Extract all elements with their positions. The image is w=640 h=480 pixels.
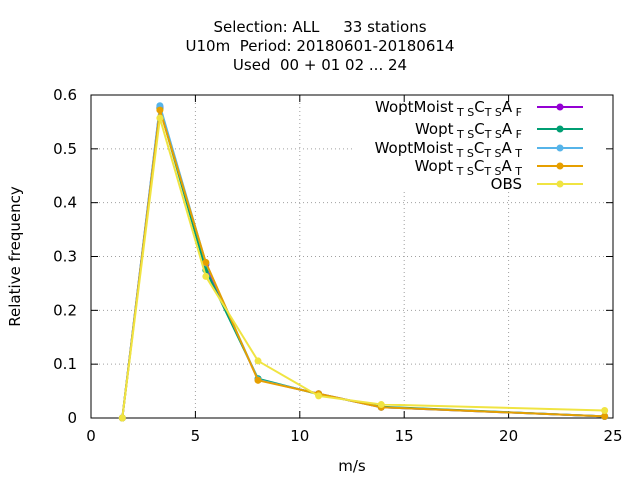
legend-label: OBS — [491, 175, 522, 193]
x-tick-label: 25 — [603, 427, 622, 445]
legend-label-part: A — [502, 98, 513, 116]
data-point — [118, 414, 126, 422]
legend-label: WoptMoist T SCT SA F — [375, 98, 522, 119]
legend-entry: WoptMoist T SCT SA T — [375, 139, 583, 160]
series-layer — [118, 102, 609, 422]
series-4 — [118, 114, 609, 422]
series-1 — [118, 104, 609, 422]
data-point — [202, 272, 210, 280]
y-tick-label: 0.3 — [53, 248, 77, 266]
x-tick-label: 15 — [395, 427, 414, 445]
series-2 — [118, 102, 609, 422]
series-line — [121, 104, 605, 419]
series-3 — [118, 106, 609, 422]
y-tick-label: 0.5 — [53, 140, 77, 158]
y-tick-label: 0.2 — [53, 301, 77, 319]
legend-swatch-point — [556, 125, 564, 133]
y-axis-label: Relative frequency — [6, 186, 24, 327]
legend-swatch-point — [556, 103, 564, 111]
legend-label-part: A — [502, 120, 513, 138]
legend-label: WoptMoist T SCT SA T — [375, 139, 523, 160]
y-tick-label: 0.1 — [53, 355, 77, 373]
legend-label: Wopt T SCT SA T — [415, 157, 523, 178]
legend-label-part: OBS — [491, 175, 522, 193]
chart-title-line-3: Used 00 + 01 02 ... 24 — [232, 56, 408, 74]
data-point — [315, 392, 323, 400]
y-tick-label: 0.4 — [53, 194, 77, 212]
legend-label-part: F — [512, 128, 522, 141]
y-tick-label: 0.6 — [53, 86, 77, 104]
legend-label-part: A — [502, 139, 513, 157]
series-line — [121, 109, 605, 419]
legend-label-part: Wopt — [415, 157, 454, 175]
legend-label-part: Wopt — [415, 120, 454, 138]
chart-title-line-2: U10m Period: 20180601-20180614 — [185, 37, 455, 55]
y-tick-label: 0 — [67, 409, 77, 427]
series-line — [121, 107, 605, 419]
legend-label-part: C — [474, 157, 484, 175]
legend-label-part: T S — [484, 106, 502, 119]
x-tick-label: 0 — [86, 427, 96, 445]
legend-label-part: T S — [483, 147, 501, 160]
legend-label-part: T S — [484, 128, 502, 141]
legend-entry: Wopt T SCT SA T — [415, 157, 583, 178]
legend-label-part: T S — [453, 165, 474, 178]
legend-label-part: WoptMoist — [375, 98, 454, 116]
legend-entry: Wopt T SCT SA F — [415, 120, 583, 141]
legend-entry: OBS — [491, 175, 583, 193]
grid — [91, 95, 613, 418]
legend-label-part: C — [474, 98, 484, 116]
data-point — [254, 357, 262, 365]
legend-swatch-point — [556, 180, 564, 188]
legend-label-part: T S — [454, 128, 475, 141]
legend-label-part: T S — [483, 165, 501, 178]
series-0 — [118, 103, 609, 422]
legend-label-part: WoptMoist — [375, 139, 454, 157]
legend-label-part: T — [512, 147, 522, 160]
data-point — [601, 406, 609, 414]
legend-label-part: A — [502, 157, 513, 175]
legend-label-part: T S — [453, 147, 474, 160]
x-tick-label: 10 — [290, 427, 309, 445]
data-point — [254, 376, 262, 384]
legend-entry: WoptMoist T SCT SA F — [375, 98, 583, 119]
legend-label-part: C — [474, 139, 484, 157]
axis-ticks: 0 5 10 15 20 25 0 0.1 0.2 0.3 0.4 0.5 0.6 — [53, 86, 622, 445]
legend-label: Wopt T SCT SA F — [415, 120, 522, 141]
data-point — [377, 401, 385, 409]
data-point — [156, 106, 164, 114]
series-line — [121, 105, 605, 419]
legend-swatch-point — [556, 162, 564, 170]
x-axis-label: m/s — [338, 457, 366, 475]
legend-label-part: F — [512, 106, 522, 119]
x-tick-label: 5 — [191, 427, 201, 445]
series-line — [121, 117, 605, 419]
legend-label-part: C — [474, 120, 484, 138]
data-point — [601, 412, 609, 420]
legend-label-part: T S — [454, 106, 475, 119]
data-point — [156, 114, 164, 122]
data-point — [202, 258, 210, 266]
x-tick-label: 20 — [499, 427, 518, 445]
legend-label-part: T — [512, 165, 522, 178]
chart-title-line-1: Selection: ALL 33 stations — [213, 18, 427, 36]
legend-swatch-point — [556, 144, 564, 152]
